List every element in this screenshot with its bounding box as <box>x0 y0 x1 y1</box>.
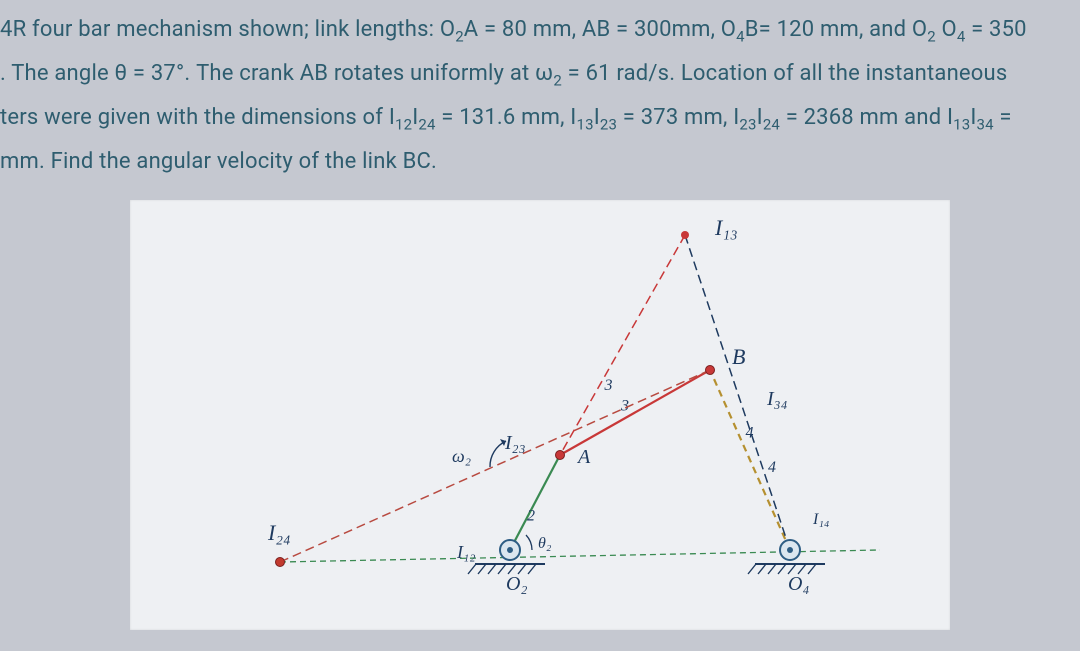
link-link2-O2A <box>510 455 560 550</box>
svg-text:4: 4 <box>746 425 754 442</box>
link-link3-AB <box>560 370 710 455</box>
text-line-4: mm. Find the angular velocity of the lin… <box>0 140 1076 184</box>
svg-text:I₂₃: I₂₃ <box>504 432 526 454</box>
mechanism-svg: 23434I₁₃BAI₂₃I₃₄I₂₄I₁₂I₁₄O₂O₄ω₂θ₂ <box>130 200 950 630</box>
svg-text:I₃₄: I₃₄ <box>766 388 788 410</box>
svg-text:I₂₄: I₂₄ <box>267 520 291 545</box>
svg-text:3: 3 <box>604 377 613 394</box>
problem-text: 4R four bar mechanism shown; link length… <box>0 0 1080 188</box>
text-line-3: ters were given with the dimensions of I… <box>0 96 1076 140</box>
svg-text:I₁₃: I₁₃ <box>714 215 738 240</box>
svg-text:I₁₂: I₁₂ <box>456 542 476 562</box>
text-line-1: 4R four bar mechanism shown; link length… <box>0 8 1076 52</box>
link-I13-A <box>560 235 685 455</box>
mechanism-figure: 23434I₁₃BAI₂₃I₃₄I₂₄I₁₂I₁₄O₂O₄ω₂θ₂ <box>130 200 950 630</box>
svg-text:O₄: O₄ <box>788 573 809 595</box>
svg-text:B: B <box>732 344 745 369</box>
svg-text:O₂: O₂ <box>506 573 527 595</box>
text-line-2: . The angle θ = 37°. The crank AB rotate… <box>0 52 1076 96</box>
link-I24-B <box>280 370 710 562</box>
svg-text:ω₂: ω₂ <box>452 446 471 466</box>
svg-text:I₁₄: I₁₄ <box>812 511 829 528</box>
svg-text:θ₂: θ₂ <box>538 535 552 552</box>
svg-text:2: 2 <box>527 508 535 525</box>
svg-text:4: 4 <box>768 459 776 476</box>
svg-text:A: A <box>576 446 591 468</box>
